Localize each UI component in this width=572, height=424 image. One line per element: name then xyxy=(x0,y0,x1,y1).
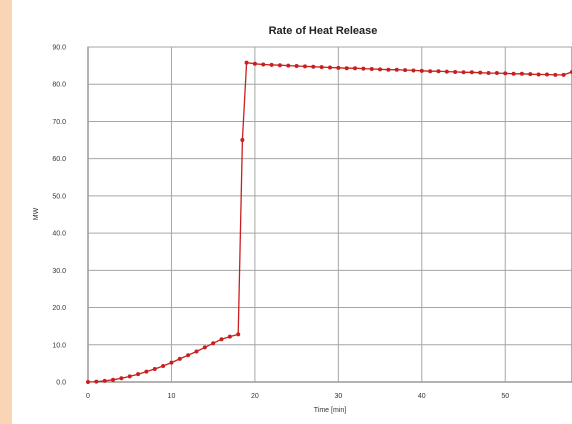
y-tick-label: 60.0 xyxy=(52,156,66,163)
data-point xyxy=(436,69,441,74)
data-point xyxy=(94,379,99,384)
y-tick-label: 10.0 xyxy=(52,342,66,349)
data-point xyxy=(194,349,199,354)
data-point xyxy=(152,366,157,371)
data-point xyxy=(202,345,207,350)
data-point xyxy=(536,72,541,77)
data-point xyxy=(511,71,516,76)
data-point xyxy=(419,68,424,73)
data-point xyxy=(461,70,466,75)
data-point xyxy=(319,65,324,70)
data-point xyxy=(111,377,116,382)
x-tick-label: 50 xyxy=(501,393,509,400)
data-point xyxy=(169,360,174,365)
x-axis-label: Time [min] xyxy=(314,407,346,414)
data-point xyxy=(86,380,90,384)
data-point xyxy=(453,69,458,74)
data-point xyxy=(369,66,374,71)
axis-layer: 0.0 10.0 20.0 30.0 40.0 50.0 60.0 70.0 80.0 90.0 0… xyxy=(52,45,509,401)
data-point xyxy=(344,66,349,71)
y-tick-label: 20.0 xyxy=(52,305,66,312)
data-point xyxy=(403,68,408,73)
y-tick-label: 80.0 xyxy=(52,82,66,89)
chart-title: Rate of Heat Release xyxy=(269,25,378,37)
data-point xyxy=(244,60,249,65)
data-point xyxy=(478,70,483,75)
data-point xyxy=(161,363,166,368)
data-point xyxy=(469,70,474,75)
data-point xyxy=(211,341,216,346)
data-point xyxy=(494,71,499,76)
side-color-band xyxy=(0,0,12,424)
chart-panel: Rate of Heat Release 0.0 10.0 20.0 30.0 40.0… xyxy=(12,0,572,424)
data-point xyxy=(561,72,566,77)
y-tick-label: 40.0 xyxy=(52,231,66,238)
data-point xyxy=(444,69,449,74)
data-point xyxy=(127,374,132,379)
data-point xyxy=(411,68,416,73)
data-point xyxy=(261,62,266,67)
data-point xyxy=(240,138,245,143)
data-point xyxy=(553,72,558,77)
data-point xyxy=(386,67,391,72)
x-tick-label: 40 xyxy=(418,393,426,400)
data-point xyxy=(519,71,524,76)
data-point xyxy=(294,63,299,68)
plot-area xyxy=(87,46,572,383)
data-point xyxy=(252,61,257,66)
data-point xyxy=(544,72,549,77)
y-tick-label: 90.0 xyxy=(52,45,66,52)
heat-release-chart: Rate of Heat Release 0.0 10.0 20.0 30.0 40.0… xyxy=(33,25,572,414)
data-point xyxy=(302,64,307,69)
x-tick-label: 0 xyxy=(86,393,90,400)
x-tick-label: 10 xyxy=(168,393,176,400)
data-point xyxy=(269,62,274,67)
data-point xyxy=(328,65,332,70)
grid-layer xyxy=(87,46,572,383)
y-axis-label: MW xyxy=(33,207,40,220)
data-point xyxy=(336,65,341,70)
y-tick-label: 70.0 xyxy=(52,119,66,126)
data-point xyxy=(486,71,491,76)
data-point xyxy=(277,63,282,68)
data-point xyxy=(119,376,124,381)
data-point xyxy=(353,66,358,71)
data-point xyxy=(102,378,107,383)
data-point xyxy=(236,332,241,337)
data-point xyxy=(394,67,399,72)
data-point xyxy=(428,69,433,74)
data-point xyxy=(378,67,383,72)
data-point xyxy=(186,353,191,358)
y-tick-label: 0.0 xyxy=(56,380,66,387)
y-tick-label: 30.0 xyxy=(52,268,66,275)
data-point xyxy=(177,356,182,361)
data-point xyxy=(528,72,533,77)
data-point xyxy=(136,372,141,377)
x-tick-label: 20 xyxy=(251,393,259,400)
data-point xyxy=(286,63,291,68)
data-point xyxy=(361,66,366,71)
data-point xyxy=(219,337,224,342)
y-tick-label: 50.0 xyxy=(52,193,66,200)
data-point xyxy=(311,64,316,69)
x-tick-label: 30 xyxy=(334,393,342,400)
data-point xyxy=(227,334,232,339)
data-point xyxy=(503,71,508,76)
data-point xyxy=(144,369,149,374)
